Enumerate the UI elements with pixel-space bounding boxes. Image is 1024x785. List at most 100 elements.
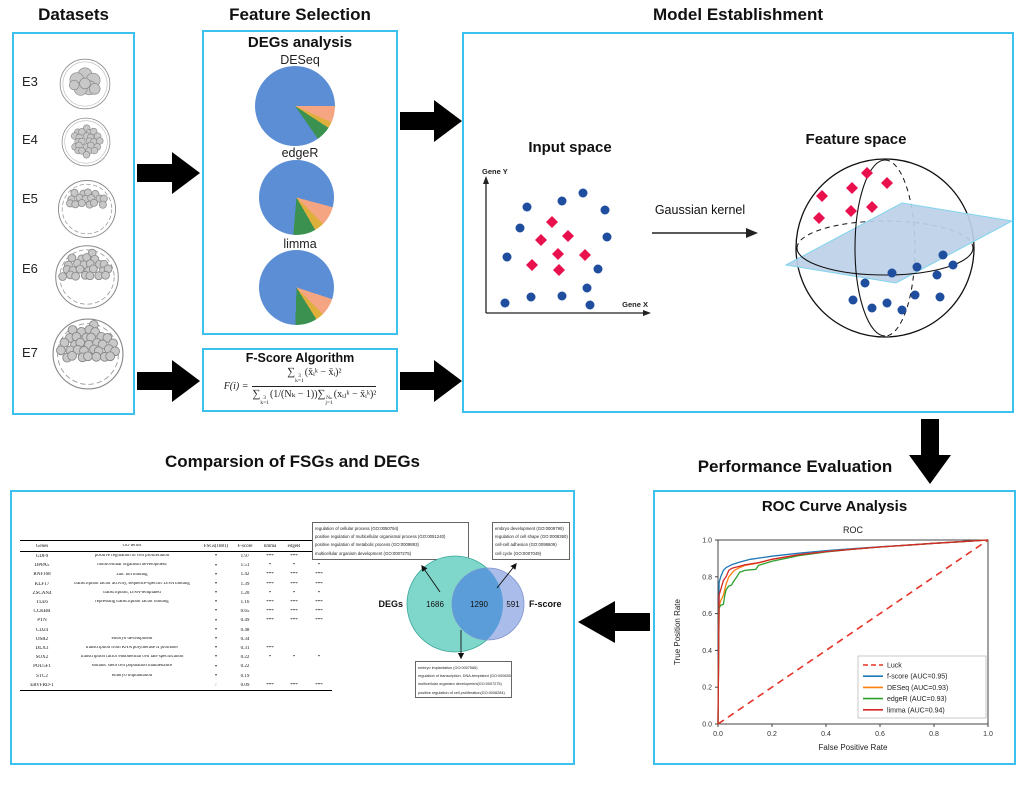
table-row: SOX2 transcription factor endodermal cell…	[35, 654, 321, 661]
sphere-dot	[860, 278, 870, 288]
formula-fraction: ∑ 3 k=1 (x̄ᵢᵏ − x̄ᵢ)² ∑ 3 k=1 (1/(Nₖ − 1))∑ Nₖ j…	[252, 365, 377, 407]
roc-curve-luck	[717, 539, 989, 725]
sigma-symbol: ∑	[317, 387, 326, 400]
table-row: DPPA5 multicellular organism development •…	[34, 562, 321, 569]
sphere-dot	[882, 298, 892, 308]
sigma-symbol: ∑	[252, 387, 261, 400]
sigma-bounds: 3 k=1	[260, 394, 269, 406]
feature-space-sphere	[784, 158, 1014, 338]
input-space-scatter: Gene Y Gene X	[482, 167, 651, 316]
pie-label-edger: edgeR	[281, 146, 319, 160]
callout-fscore-go-terms: embryo development (GO:0009790) regulatio…	[492, 522, 570, 560]
model-establishment-title: Model Establishment	[652, 5, 824, 24]
comparison-title: Comparsion of FSGs and DEGs	[164, 452, 421, 471]
scatter-dot	[582, 283, 592, 293]
scatter-dot	[557, 291, 567, 301]
callout-line: regulation of cell shape (GO:0008360)	[495, 534, 568, 540]
sphere-diamond	[845, 205, 857, 217]
stage-label-e4: E4	[22, 132, 38, 147]
sphere-meridian-front	[854, 159, 886, 337]
sphere-dot	[887, 268, 897, 278]
pie-chart-limma	[259, 250, 334, 325]
scatter-dot	[600, 205, 610, 215]
sphere-diamond	[866, 201, 878, 213]
table-row: POU5F1 somatic stem cell population maint…	[33, 663, 250, 670]
sphere-dot	[910, 290, 920, 300]
callout-line: cell-cell adhesion (GO:0098609)	[495, 542, 557, 548]
roc-xtick: 0.2	[767, 731, 777, 738]
roc-ytick: 0.4	[702, 648, 712, 655]
scatter-dot	[526, 292, 536, 302]
roc-legend-label: f-score (AUC=0.95)	[887, 674, 948, 681]
callout-line: multicellular organism development (GO:0…	[315, 550, 412, 556]
roc-ytick: 1.0	[702, 538, 712, 545]
callout-line: embryo implantation (GO:0007566)	[418, 666, 478, 670]
scatter-diamond	[526, 259, 538, 271]
datasets-box: E3 E4 E5 E6 E7	[12, 32, 135, 415]
roc-ytick: 0.8	[702, 574, 712, 581]
table-header-row: Genes GO terms FSGs(1881) F-score limma edgeR…	[20, 540, 332, 552]
fscore-formula: F(i) = ∑ 3 k=1 (x̄ᵢᵏ − x̄ᵢ)² ∑ 3 k=1 (1/(Nₖ − …	[204, 363, 396, 409]
pie-chart-deseq	[255, 66, 335, 146]
arrow-right-icon	[137, 152, 200, 194]
callout-line: embryo development (GO:0009790)	[495, 526, 564, 531]
stage-label-e5: E5	[22, 191, 38, 206]
roc-ytick: 0.2	[702, 685, 712, 692]
stage-label-e6: E6	[22, 261, 38, 276]
sphere-diamond	[813, 212, 825, 224]
sphere-dot	[867, 303, 877, 313]
roc-legend-label: Luck	[887, 663, 902, 670]
venn-diagram: DEGs F-score 1686 1290 591	[378, 555, 562, 660]
roc-plot-title: ROC	[843, 525, 864, 535]
feature-space-label: Feature space	[805, 131, 907, 148]
roc-xtick: 0.4	[821, 731, 831, 738]
arrow-down-icon	[909, 419, 951, 484]
formula-denominator: ∑ 3 k=1 (1/(Nₖ − 1))∑ Nₖ j=1 (xᵢⱼᵏ − x̄ᵢᵏ)²	[252, 387, 376, 407]
embryo-e5-illustration	[58, 180, 116, 238]
degs-analysis-heading: DEGs analysis	[247, 34, 353, 51]
roc-xtick: 0.8	[929, 731, 939, 738]
sphere-outline	[795, 158, 975, 338]
gene-y-axis-label: Gene Y	[482, 167, 508, 176]
sphere-diamond	[816, 190, 828, 202]
sigma-symbol: ∑	[287, 365, 296, 378]
table-row: ZSCAN4 transcription, DNA-templated • 1.20 *…	[32, 590, 321, 597]
roc-ylabel: True Position Rate	[673, 598, 682, 665]
sigma-bounds: 3 k=1	[295, 372, 304, 384]
go-terms-table: Genes GO terms FSGs(1881) F-score limma edgeR…	[20, 540, 332, 691]
roc-chart: ROC 0.0 0.2 0.4 0.6 0.8 1.0 0.0 0.2 0.4 0.6 0.8 1.0 F…	[673, 525, 993, 752]
sphere-diamond	[846, 182, 858, 194]
pie-chart-edger	[259, 160, 334, 235]
scatter-dot	[500, 298, 510, 308]
arrow-left-icon	[578, 601, 650, 643]
table-row: RNF168 zinc ion binding • 1.42 *** *** ***	[33, 571, 323, 578]
callout-line: multicellular organism development(GO:00…	[418, 682, 502, 687]
formula-lhs: F(i) =	[223, 380, 249, 392]
scatter-dot	[502, 252, 512, 262]
roc-legend-label: limma (AUC=0.94)	[887, 707, 945, 714]
denominator-body2: (xᵢⱼᵏ − x̄ᵢᵏ)²	[333, 388, 377, 400]
arrow-right-icon	[137, 360, 200, 402]
venn-intersection	[452, 568, 503, 640]
callout-line: cell cycle (GO:0007049)	[495, 550, 542, 556]
pie-label-deseq: DESeq	[280, 53, 320, 67]
datasets-title: Datasets	[38, 5, 109, 24]
scatter-dot	[557, 196, 567, 206]
scatter-diamond	[553, 264, 565, 276]
table-row: OSR2 embryo development • 0.34	[35, 636, 250, 643]
roc-curve-limma	[717, 539, 989, 725]
denominator-body1: (1/(Nₖ − 1))	[269, 388, 318, 400]
table-row: ERVFRD-1:0.09 *** *** ***	[20, 681, 332, 691]
pie-label-limma: limma	[283, 237, 317, 251]
sphere-dot	[897, 305, 907, 315]
scatter-diamond	[546, 216, 558, 228]
sphere-diamond	[881, 177, 893, 189]
stage-label-e7: E7	[22, 345, 38, 360]
roc-legend-label: DESeq (AUC=0.93)	[887, 685, 948, 692]
callout-line: regulation of transcription, DNA-templat…	[418, 674, 512, 679]
venn-left-count: 1686	[426, 600, 444, 609]
sphere-dot	[935, 292, 945, 302]
feature-selection-title: Feature Selection	[229, 5, 371, 24]
sphere-equator-front	[796, 247, 974, 276]
